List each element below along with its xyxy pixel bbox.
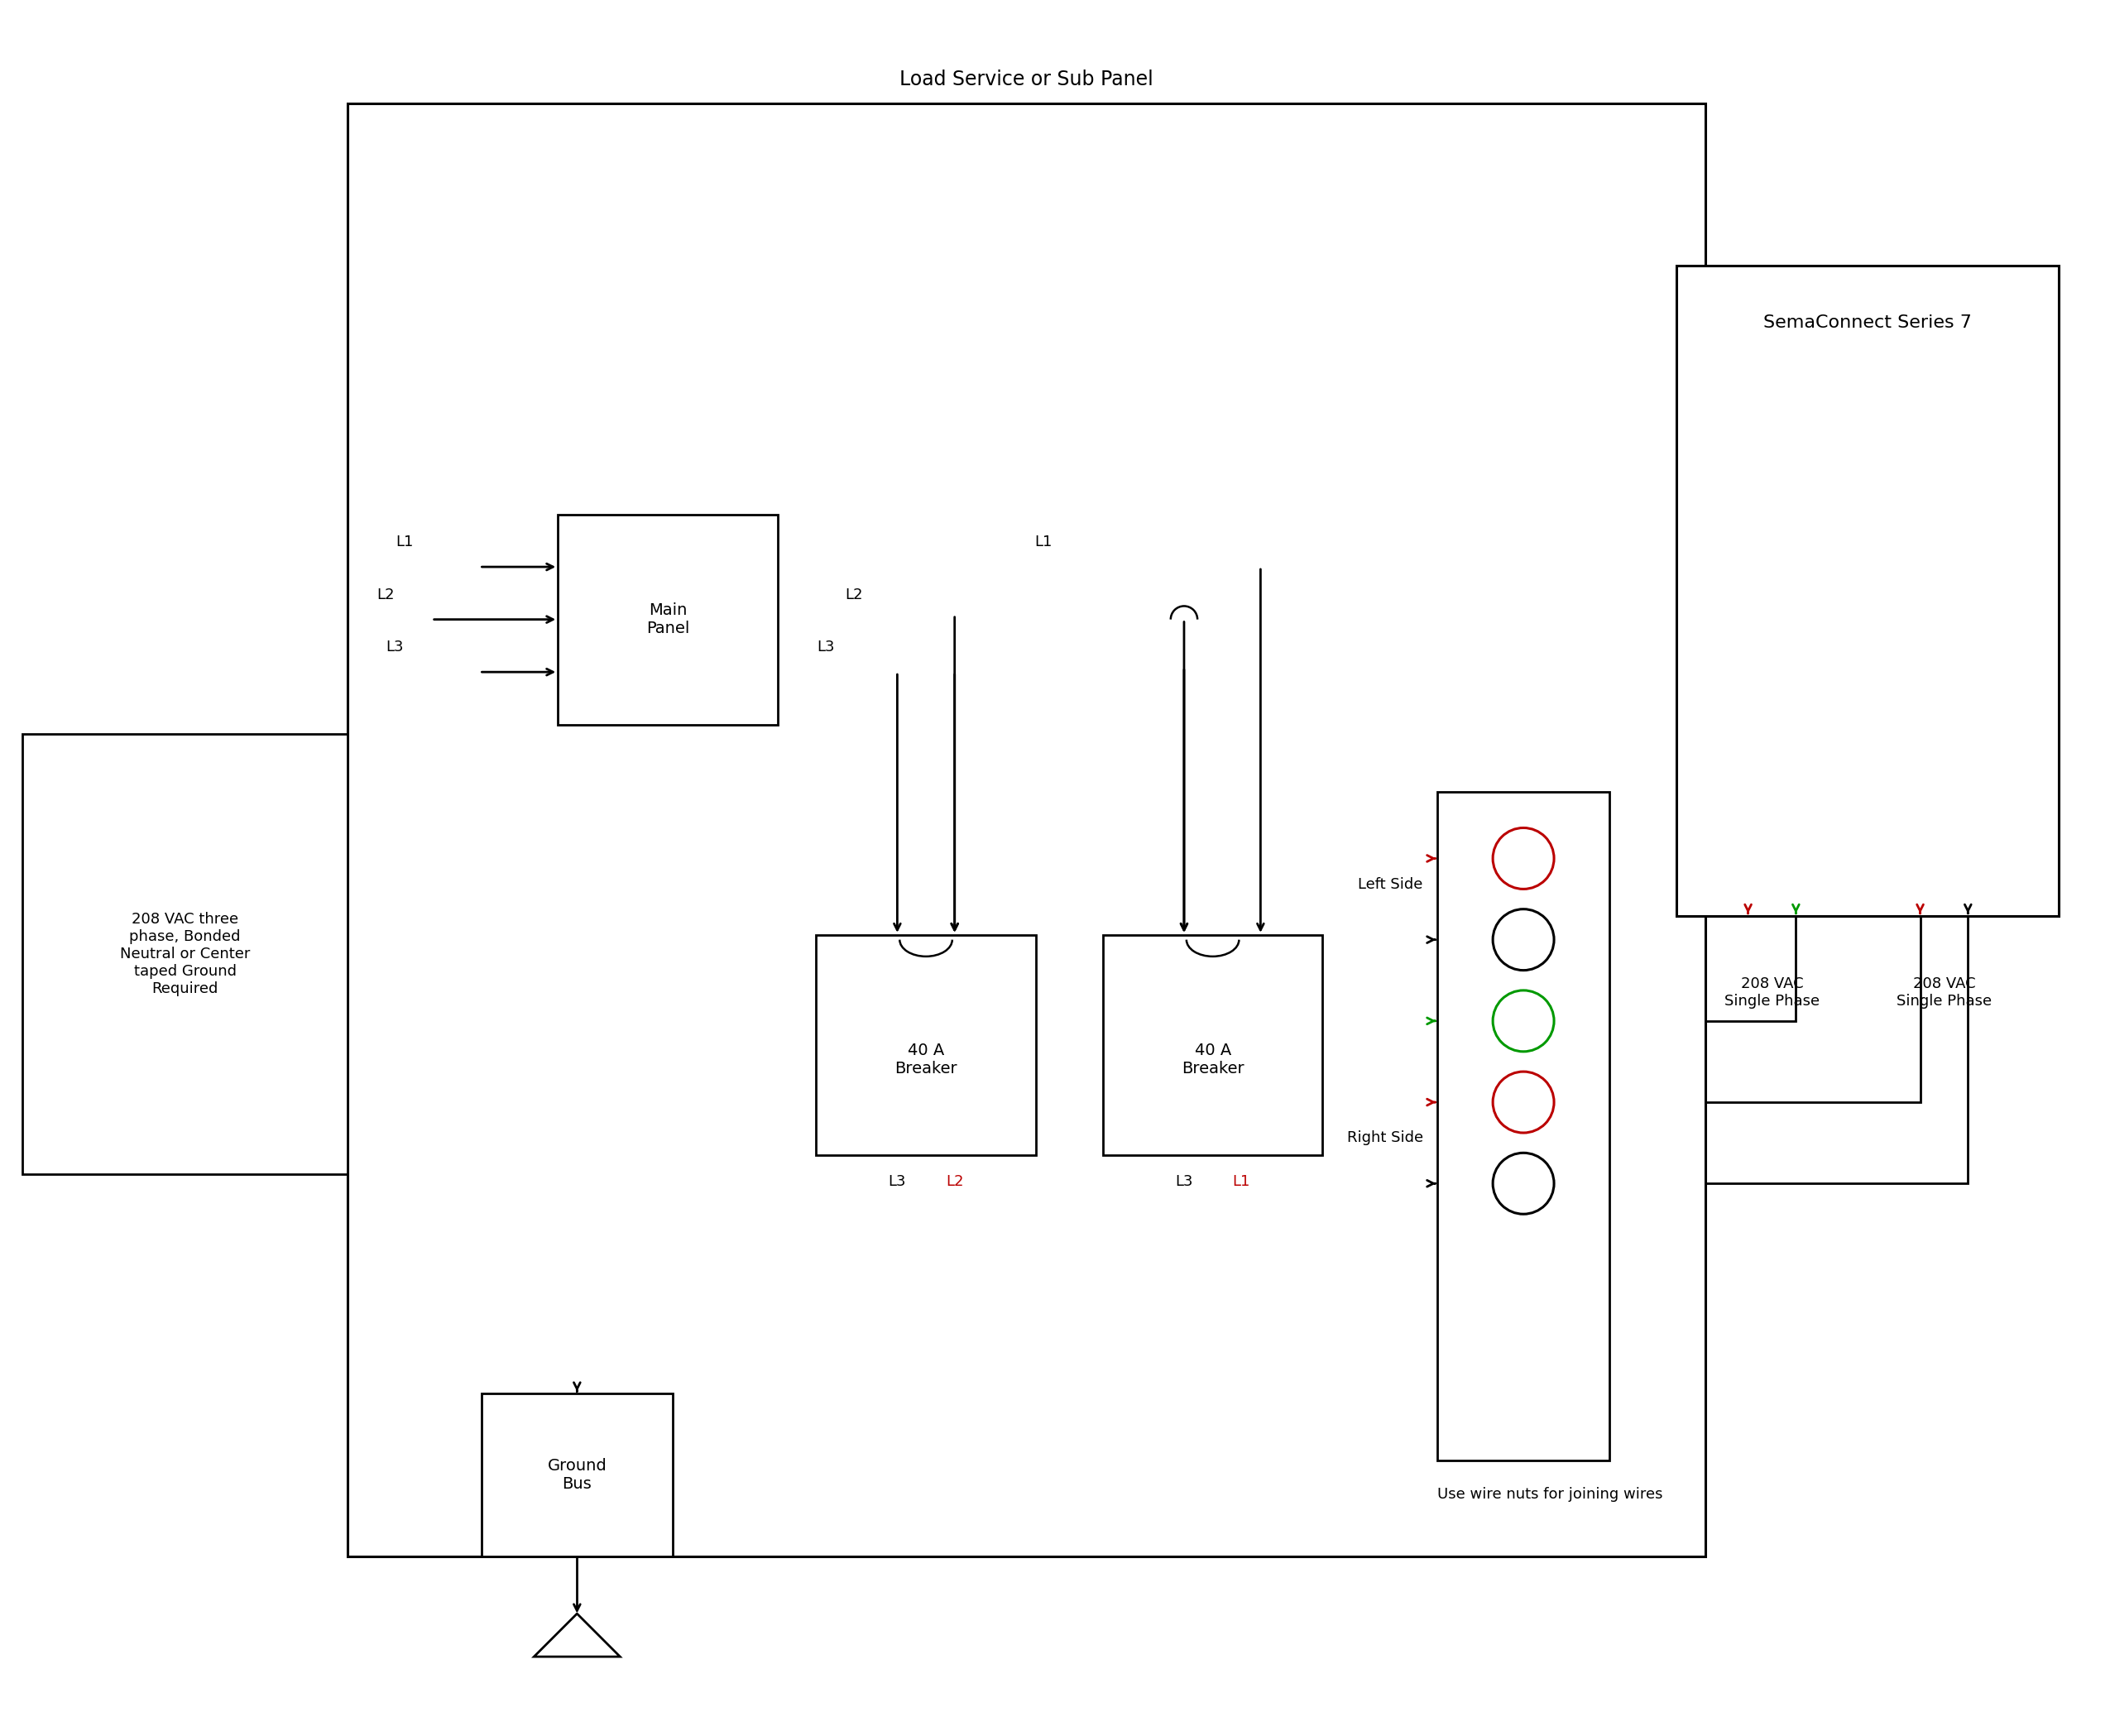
Text: L3: L3 [817,641,833,654]
Text: L1: L1 [1034,535,1053,550]
Bar [348,102,1705,1555]
Text: Main
Panel: Main Panel [646,602,690,637]
Text: L1: L1 [1232,1174,1251,1189]
Text: L2: L2 [378,587,395,602]
Bar [557,514,779,724]
Bar [481,1394,673,1555]
Text: SemaConnect Series 7: SemaConnect Series 7 [1764,314,1971,332]
Text: Ground
Bus: Ground Bus [546,1458,608,1491]
Text: L1: L1 [397,535,414,550]
Text: L2: L2 [846,587,863,602]
Text: 40 A
Breaker: 40 A Breaker [895,1042,958,1076]
Text: Right Side: Right Side [1346,1130,1422,1146]
Bar [1104,936,1323,1154]
Text: 208 VAC
Single Phase: 208 VAC Single Phase [1724,976,1819,1009]
Text: Left Side: Left Side [1359,877,1422,892]
Text: L3: L3 [386,641,403,654]
Bar [1437,792,1610,1460]
Text: L3: L3 [1175,1174,1192,1189]
Text: 208 VAC three
phase, Bonded
Neutral or Center
taped Ground
Required: 208 VAC three phase, Bonded Neutral or C… [120,911,251,996]
Bar [23,734,348,1174]
Text: 208 VAC
Single Phase: 208 VAC Single Phase [1897,976,1992,1009]
Text: L3: L3 [888,1174,905,1189]
Bar [817,936,1036,1154]
Text: L2: L2 [945,1174,964,1189]
Text: 40 A
Breaker: 40 A Breaker [1182,1042,1245,1076]
Text: Use wire nuts for joining wires: Use wire nuts for joining wires [1437,1486,1663,1502]
Text: Load Service or Sub Panel: Load Service or Sub Panel [899,69,1154,89]
Bar [1675,266,2059,917]
